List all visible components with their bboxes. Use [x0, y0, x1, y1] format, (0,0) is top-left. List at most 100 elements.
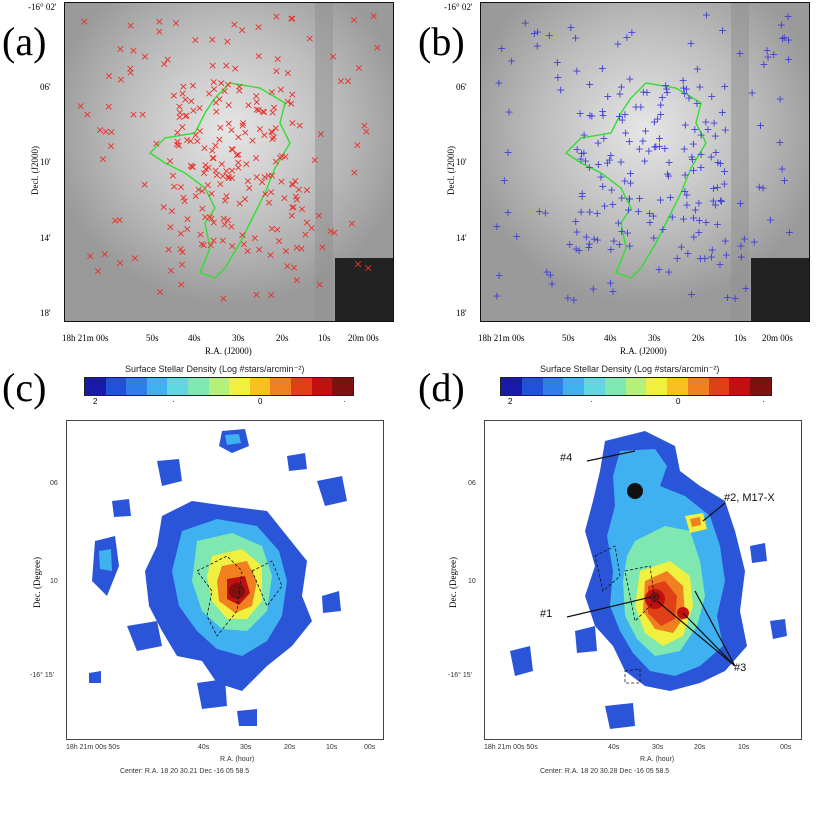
star-marker: ×: [179, 80, 188, 93]
ra-tick-b-5: 20s: [692, 333, 705, 343]
ra-tick-a-7: 20m 00s: [348, 333, 379, 343]
star-marker: ×: [199, 167, 208, 180]
star-marker: +: [784, 53, 793, 66]
star-marker: +: [650, 141, 659, 154]
star-marker: +: [656, 99, 665, 112]
star-marker: +: [737, 251, 746, 264]
star-marker: ×: [295, 119, 304, 132]
star-marker: +: [679, 213, 688, 226]
star-marker: +: [593, 233, 602, 246]
star-marker: ×: [234, 161, 243, 174]
star-marker: ×: [267, 125, 276, 138]
colorbar-swatch: [542, 378, 564, 395]
star-marker: ×: [155, 25, 164, 38]
star-marker: +: [578, 187, 587, 200]
density-plot-c: [89, 429, 347, 726]
star-marker: ×: [176, 180, 185, 193]
star-marker: +: [627, 26, 636, 39]
star-marker: ×: [208, 33, 217, 46]
star-marker: +: [541, 207, 550, 220]
star-marker: ×: [222, 190, 231, 203]
star-marker: ×: [330, 226, 339, 239]
star-marker: ×: [302, 216, 311, 229]
star-marker: ×: [211, 164, 220, 177]
star-marker: +: [680, 87, 689, 100]
star-marker: ×: [187, 95, 196, 108]
star-marker: ×: [251, 152, 260, 165]
star-marker: +: [680, 143, 689, 156]
star-marker: +: [645, 207, 654, 220]
markers-a: ××××××××××××××××××××××××××××××××××××××××…: [76, 10, 382, 306]
star-marker: +: [783, 10, 792, 23]
star-marker: ×: [116, 73, 125, 86]
star-marker: ×: [287, 97, 296, 110]
dec-tick-b-2: 10': [456, 157, 467, 167]
star-marker: +: [576, 206, 585, 219]
star-marker: ×: [314, 209, 323, 222]
star-marker: ×: [272, 64, 281, 77]
optical-plot-b: + + + + + + + + + + + + + + + + + + + + + + + + + + + + + + + + + + + + + + + +…: [481, 3, 809, 321]
star-marker: +: [572, 64, 581, 77]
star-marker: +: [747, 86, 756, 99]
star-marker: +: [775, 93, 784, 106]
star-marker: +: [608, 285, 617, 298]
star-marker: +: [609, 235, 618, 248]
star-marker: +: [716, 194, 725, 207]
star-marker: ×: [254, 104, 263, 117]
star-marker: ×: [126, 62, 135, 75]
star-marker: +: [585, 109, 594, 122]
star-marker: +: [723, 291, 732, 304]
star-marker: +: [684, 92, 693, 105]
colorbar-tick-d-3: 0: [676, 397, 681, 406]
star-marker: ×: [227, 171, 236, 184]
star-marker: +: [775, 136, 784, 149]
star-marker: ×: [230, 18, 239, 31]
star-marker: ×: [261, 188, 270, 201]
star-marker: ×: [171, 16, 180, 29]
panel-label-c: (c): [2, 365, 47, 410]
ra-title-d: R.A. (hour): [640, 756, 675, 763]
optical-image-b: + + + + + + + + + + + + + + + + + + + + + + + + + + + + + + + + + + + + + + + +…: [480, 2, 810, 322]
star-marker: +: [702, 9, 711, 22]
ra-ticks-d-6: 00s: [780, 744, 792, 751]
star-marker: ×: [245, 182, 254, 195]
star-marker: +: [625, 135, 634, 148]
colorbar-swatch: [332, 378, 353, 395]
star-marker: ×: [209, 234, 218, 247]
star-marker: +: [713, 218, 722, 231]
dec-title-c: Dec. (Degree): [32, 557, 42, 608]
star-marker: ×: [198, 185, 207, 198]
star-marker: +: [617, 81, 626, 94]
star-marker: ×: [191, 190, 200, 203]
star-marker: ×: [155, 15, 164, 28]
star-marker: +: [620, 175, 629, 188]
ra-tick-b-4: 30s: [648, 333, 661, 343]
star-marker: +: [769, 48, 778, 61]
star-marker: ×: [129, 108, 138, 121]
star-marker: +: [683, 247, 692, 260]
star-marker: +: [587, 110, 596, 123]
ra-ticks-c-5: 10s: [326, 744, 338, 751]
green-contour-b: [564, 82, 707, 279]
star-marker: +: [691, 203, 700, 216]
star-marker: ×: [182, 134, 191, 147]
star-marker: ×: [267, 289, 276, 302]
star-marker: ×: [208, 152, 217, 165]
star-marker: +: [662, 86, 671, 99]
star-marker: +: [640, 154, 649, 167]
star-marker: +: [696, 252, 705, 265]
star-marker: ×: [181, 93, 190, 106]
ra-title-a: R.A. (J2000): [205, 346, 252, 356]
ra-ticks-c-1: 18h 21m 00s 50s: [66, 744, 120, 751]
star-marker: ×: [179, 191, 188, 204]
star-marker: ×: [220, 84, 229, 97]
star-marker: ×: [269, 101, 278, 114]
star-marker: +: [503, 146, 512, 159]
star-marker: +: [545, 29, 554, 42]
star-marker: ×: [175, 106, 184, 119]
star-marker: +: [700, 252, 709, 265]
star-marker: ×: [271, 122, 280, 135]
star-marker: +: [778, 32, 787, 45]
star-marker: +: [694, 226, 703, 239]
star-marker: +: [716, 157, 725, 170]
